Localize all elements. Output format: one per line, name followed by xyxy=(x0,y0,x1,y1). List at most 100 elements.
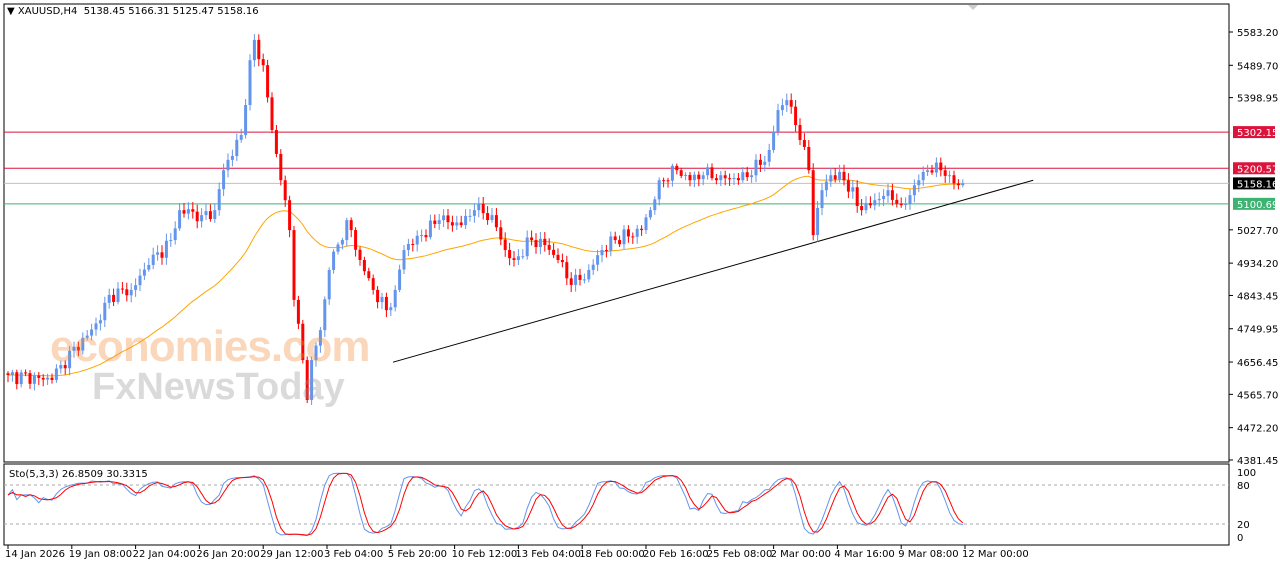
candle-body xyxy=(222,170,226,190)
candle-body xyxy=(367,271,371,279)
candle-body xyxy=(156,252,160,255)
candle-body xyxy=(257,39,261,60)
trendline[interactable] xyxy=(392,179,1034,363)
candle-body xyxy=(587,269,591,280)
candle-body xyxy=(772,131,776,150)
candle-body xyxy=(371,278,375,290)
candle-body xyxy=(745,172,749,178)
candle-body xyxy=(503,239,507,251)
time-tick-label: 13 Feb 04:00 xyxy=(515,549,581,560)
candle-body xyxy=(908,195,912,204)
candle-body xyxy=(560,259,564,263)
candle-body xyxy=(732,178,736,180)
candle-body xyxy=(516,256,520,260)
candle-body xyxy=(534,240,538,248)
candle-body xyxy=(710,167,714,179)
candle-body xyxy=(345,220,349,241)
candle-body xyxy=(952,175,956,184)
candle-body xyxy=(120,288,124,290)
candle-body xyxy=(644,217,648,231)
price-tick-label: 4843.45 xyxy=(1237,291,1278,302)
time-tick-label: 14 Jan 2026 xyxy=(5,549,65,560)
candle-body xyxy=(754,159,758,176)
candle-body xyxy=(129,289,133,296)
candle-body xyxy=(833,175,837,180)
candle-body xyxy=(741,172,745,181)
candle-body xyxy=(530,237,534,241)
candle-body xyxy=(591,264,595,270)
resistance-2-price-tag xyxy=(1233,126,1275,139)
candle-body xyxy=(252,39,256,61)
current-price-price-label: 5158.16 xyxy=(1237,179,1278,190)
candle-body xyxy=(358,249,362,260)
candle-body xyxy=(323,299,327,331)
scroll-marker-icon[interactable] xyxy=(968,5,978,10)
candle-body xyxy=(376,289,380,303)
candle-body xyxy=(283,180,287,201)
candle-body xyxy=(596,255,600,265)
candle-body xyxy=(428,220,432,238)
stochastic-panel xyxy=(3,463,1230,546)
candle-body xyxy=(134,285,138,290)
candle-body xyxy=(274,130,278,154)
candle-body xyxy=(279,153,283,181)
collapse-triangle-icon[interactable]: ▼ xyxy=(7,6,15,17)
candle-body xyxy=(288,200,292,231)
stochastic-axis-label: 100 xyxy=(1237,468,1256,479)
candle-body xyxy=(305,360,309,400)
candle-body xyxy=(855,187,859,207)
candle-body xyxy=(173,228,177,241)
time-tick-label: 10 Feb 12:00 xyxy=(452,549,518,560)
candle-body xyxy=(72,346,76,351)
candle-body xyxy=(103,302,107,321)
time-tick-label: 25 Feb 08:00 xyxy=(707,549,773,560)
candle-body xyxy=(406,243,410,251)
candle-body xyxy=(574,274,578,285)
candle-body xyxy=(296,299,300,324)
candle-body xyxy=(380,296,384,303)
candle-body xyxy=(692,174,696,181)
candle-body xyxy=(943,170,947,176)
candle-body xyxy=(191,209,195,212)
candle-body xyxy=(868,203,872,206)
time-tick-label: 20 Feb 16:00 xyxy=(643,549,709,560)
candle-body xyxy=(112,294,116,302)
stochastic-k-line xyxy=(7,472,963,537)
candle-body xyxy=(98,320,102,324)
support-1-price-tag xyxy=(1233,197,1275,210)
candle-body xyxy=(24,372,28,374)
resistance-2-price-label: 5302.15 xyxy=(1237,128,1278,139)
candle-body xyxy=(208,211,212,220)
ohlc-values: 5138.45 5166.31 5125.47 5158.16 xyxy=(83,6,259,17)
price-tick-label: 4749.95 xyxy=(1237,325,1278,336)
candle-body xyxy=(481,203,485,214)
candle-body xyxy=(798,125,802,140)
candle-body xyxy=(147,264,151,270)
candle-body xyxy=(758,159,762,165)
stochastic-d-line xyxy=(7,472,964,536)
candle-body xyxy=(736,178,740,181)
candle-body xyxy=(684,174,688,176)
time-tick-label: 22 Jan 04:00 xyxy=(133,549,196,560)
candle-body xyxy=(402,250,406,270)
candle-body xyxy=(292,230,296,300)
candle-body xyxy=(640,228,644,231)
candle-body xyxy=(19,372,23,385)
price-tick-label: 5027.70 xyxy=(1237,226,1278,237)
candle-body xyxy=(81,337,85,351)
candle-body xyxy=(226,159,230,171)
moving-average-line xyxy=(7,175,963,377)
candle-body xyxy=(697,174,701,180)
stochastic-axis-label: 20 xyxy=(1237,520,1250,531)
candle-body xyxy=(41,377,45,380)
candle-body xyxy=(763,161,767,165)
price-tick-label: 4934.20 xyxy=(1237,259,1278,270)
candle-body xyxy=(525,237,529,257)
candle-body xyxy=(310,360,314,400)
candle-body xyxy=(318,330,322,346)
candle-body xyxy=(446,215,450,223)
candle-body xyxy=(336,244,340,252)
candle-body xyxy=(675,165,679,171)
candle-body xyxy=(882,195,886,200)
